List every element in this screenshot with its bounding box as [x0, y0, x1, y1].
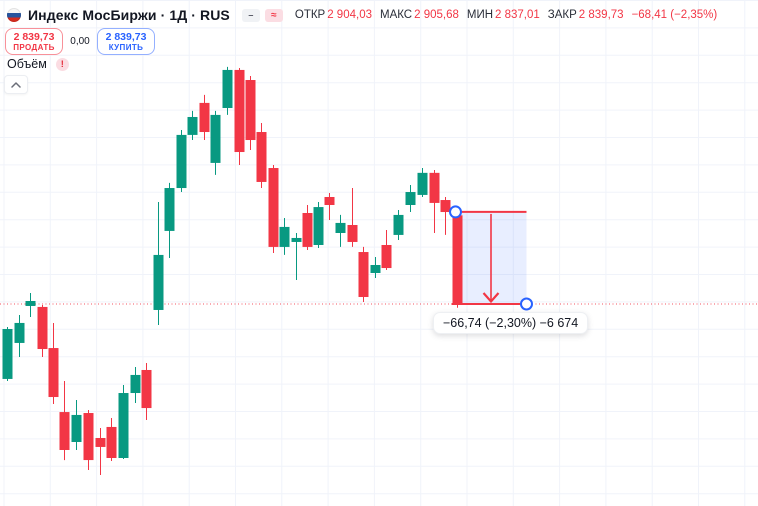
ohlc-high-label: МАКС — [379, 9, 413, 21]
candle-body — [279, 226, 290, 247]
candle-body — [358, 252, 369, 298]
candle-body — [2, 329, 13, 379]
candle-body — [291, 237, 302, 242]
measure-tooltip: −66,74 (−2,30%) −6 674 — [433, 312, 589, 334]
candle-body — [48, 348, 59, 398]
candle-body — [347, 224, 358, 242]
sell-label: ПРОДАТЬ — [13, 43, 55, 52]
symbol-title: Индекс МосБиржи · 1Д · RUS — [28, 7, 230, 23]
candle-body — [153, 254, 164, 310]
candle-body — [164, 188, 175, 231]
candle-body — [222, 69, 233, 109]
volume-legend: Объём ! — [7, 57, 69, 71]
ohlc-low-value: 2 837,01 — [495, 9, 540, 21]
candle-body — [106, 426, 117, 458]
ohlc-close-label: ЗАКР — [547, 9, 577, 21]
sell-price: 2 839,73 — [13, 31, 55, 43]
chevron-up-icon — [11, 81, 21, 88]
russia-flag-icon — [7, 8, 21, 22]
spread-value: 0,00 — [70, 36, 90, 47]
buy-label: КУПИТЬ — [108, 43, 144, 52]
candle-body — [417, 172, 428, 195]
candle-body — [95, 437, 106, 447]
measure-arrow-head — [482, 292, 500, 304]
ohlc-close-value: 2 839,73 — [578, 9, 624, 21]
candle-body — [381, 244, 392, 269]
buy-button[interactable]: 2 839,73 КУПИТЬ — [97, 28, 155, 55]
trade-buttons: 2 839,73 ПРОДАТЬ 0,00 2 839,73 КУПИТЬ — [5, 28, 155, 55]
dash-icon: – — [248, 10, 254, 20]
candle-body — [324, 196, 335, 205]
indicator-chip-dash[interactable]: – — [241, 8, 260, 22]
candle-body — [370, 265, 381, 274]
candle-body — [187, 116, 198, 135]
ohlc-open-label: ОТКР — [294, 9, 326, 21]
ohlc-row: ОТКР 2 904,03 МАКС 2 905,68 МИН 2 837,01 ЗА… — [295, 9, 717, 21]
measure-area[interactable] — [461, 211, 527, 305]
candle-body — [14, 322, 25, 343]
collapse-panel-button[interactable] — [4, 75, 28, 94]
candle-body — [335, 222, 346, 233]
candle-body — [302, 212, 313, 247]
candle-body — [393, 214, 404, 235]
volume-alert-badge: ! — [55, 57, 69, 71]
sell-button[interactable]: 2 839,73 ПРОДАТЬ — [5, 28, 63, 55]
candle-body — [313, 207, 324, 245]
candle-body — [256, 132, 267, 182]
candle-body — [210, 114, 221, 163]
candle-body — [37, 306, 48, 350]
candle-body — [130, 374, 141, 394]
candle-body — [405, 192, 416, 205]
measure-handle-end[interactable] — [520, 297, 533, 311]
buy-price: 2 839,73 — [105, 31, 147, 43]
ohlc-change: −68,41 (−2,35%) — [631, 9, 718, 21]
candle-body — [234, 69, 245, 153]
symbol-legend: Индекс МосБиржи · 1Д · RUS – ≈ ОТКР 2 904… — [7, 7, 717, 23]
approx-icon: ≈ — [271, 9, 277, 21]
candle-body — [118, 393, 129, 458]
candle-body — [141, 369, 152, 409]
ohlc-high-value: 2 905,68 — [414, 9, 459, 21]
candle-body — [176, 134, 187, 189]
ohlc-open-value: 2 904,03 — [327, 9, 372, 21]
exclamation-icon: ! — [60, 58, 64, 70]
candle-body — [199, 102, 210, 133]
candle-body — [59, 412, 70, 450]
candle-body — [429, 172, 440, 203]
candle-body — [440, 200, 451, 213]
volume-label: Объём — [7, 57, 47, 71]
candle-body — [25, 301, 36, 306]
candle-body — [83, 413, 94, 461]
ohlc-low-label: МИН — [466, 9, 494, 21]
candle-body — [245, 80, 256, 141]
candle-body — [452, 215, 463, 305]
indicator-chip-waves[interactable]: ≈ — [264, 8, 283, 22]
candle-body — [71, 414, 82, 442]
candle-body — [268, 168, 279, 247]
measure-handle-start[interactable] — [449, 205, 462, 219]
